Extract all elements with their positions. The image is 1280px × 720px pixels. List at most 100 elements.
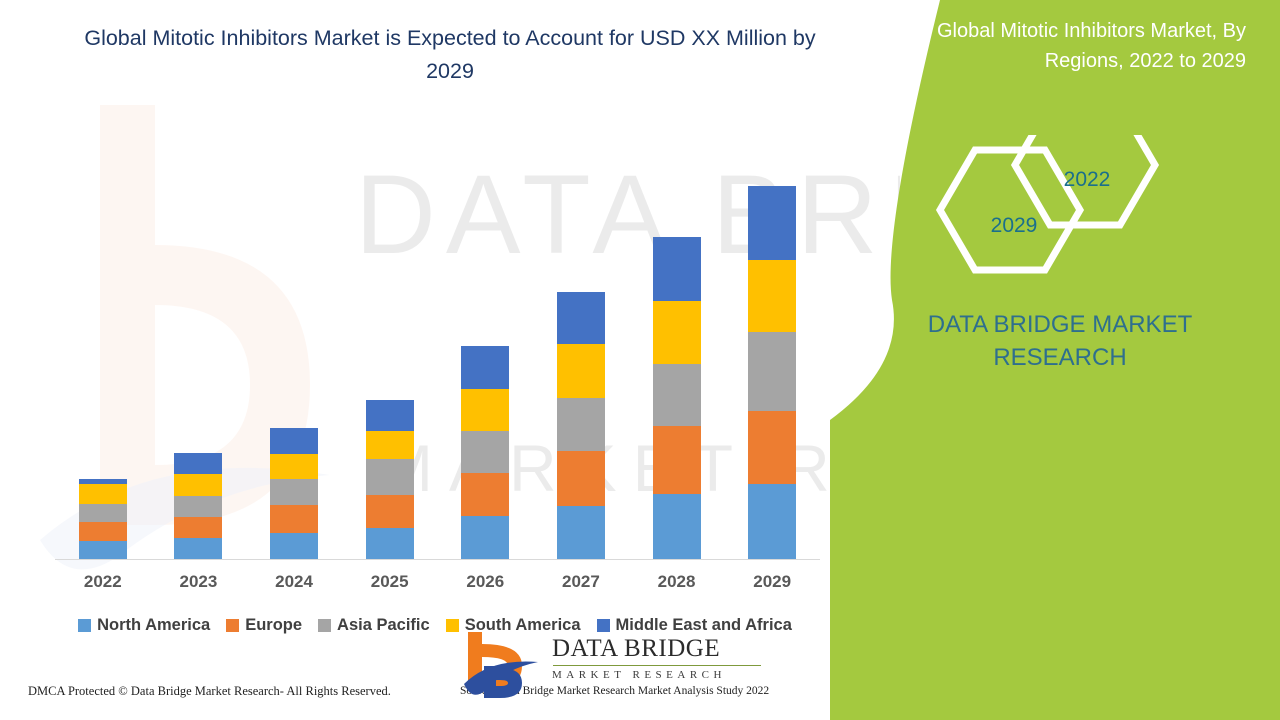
x-axis-line bbox=[55, 559, 820, 560]
legend-swatch-icon bbox=[596, 619, 610, 632]
stacked-bar[interactable] bbox=[78, 479, 127, 559]
bar-segment-north-america[interactable] bbox=[270, 533, 319, 559]
bar-column-2022 bbox=[55, 479, 150, 559]
bar-segment-asia-pacific[interactable] bbox=[270, 479, 319, 505]
stacked-bar[interactable] bbox=[748, 186, 797, 559]
chart-panel: DATA BRIDGE MARKET RESEARCH Global Mitot… bbox=[28, 26, 900, 698]
copyright-text: DMCA Protected © Data Bridge Market Rese… bbox=[28, 684, 391, 698]
legend-item-europe[interactable]: Europe bbox=[226, 616, 302, 635]
brand-panel-title: Global Mitotic Inhibitors Market, By Reg… bbox=[937, 20, 1246, 72]
bar-segment-asia-pacific[interactable] bbox=[652, 364, 701, 426]
bar-segment-middle-east-and-africa[interactable] bbox=[556, 292, 605, 344]
bar-segment-europe[interactable] bbox=[461, 473, 510, 516]
logo-divider bbox=[553, 665, 761, 666]
bar-segment-europe[interactable] bbox=[78, 522, 127, 541]
stacked-bar[interactable] bbox=[174, 453, 223, 559]
legend-swatch-icon bbox=[226, 619, 240, 632]
bar-column-2027 bbox=[533, 292, 628, 559]
bar-segment-europe[interactable] bbox=[365, 495, 414, 528]
bar-segment-asia-pacific[interactable] bbox=[461, 431, 510, 473]
legend-item-south-america[interactable]: South America bbox=[445, 616, 581, 635]
bar-segment-middle-east-and-africa[interactable] bbox=[174, 453, 223, 474]
legend-label: Europe bbox=[245, 616, 303, 634]
company-logo: DATA BRIDGE MARKET RESEARCH bbox=[460, 628, 790, 702]
logo-mark-icon bbox=[464, 632, 538, 698]
legend-label: South America bbox=[464, 616, 581, 634]
bar-segment-asia-pacific[interactable] bbox=[174, 496, 223, 517]
legend-swatch-icon bbox=[78, 619, 92, 632]
legend-label: North America bbox=[97, 616, 211, 634]
bar-segment-asia-pacific[interactable] bbox=[748, 332, 797, 411]
bar-segment-north-america[interactable] bbox=[556, 506, 605, 559]
bar-segment-europe[interactable] bbox=[270, 505, 319, 533]
hexagon-2022-label: 2022 bbox=[1063, 168, 1111, 191]
chart-title: Global Mitotic Inhibitors Market is Expe… bbox=[84, 26, 816, 83]
legend-label: Middle East and Africa bbox=[615, 616, 792, 634]
bar-segment-south-america[interactable] bbox=[78, 484, 127, 504]
stacked-bar[interactable] bbox=[365, 400, 414, 559]
bar-segment-south-america[interactable] bbox=[556, 344, 605, 398]
stacked-bar[interactable] bbox=[652, 237, 701, 559]
bar-segment-middle-east-and-africa[interactable] bbox=[652, 237, 701, 301]
logo-title: DATA BRIDGE bbox=[552, 635, 721, 662]
x-axis-label-2028: 2028 bbox=[657, 572, 696, 591]
bar-segment-middle-east-and-africa[interactable] bbox=[78, 479, 127, 484]
legend-label: Asia Pacific bbox=[337, 616, 430, 634]
legend-item-middle-east-and-africa[interactable]: Middle East and Africa bbox=[596, 616, 792, 635]
bar-segment-north-america[interactable] bbox=[748, 484, 797, 559]
bar-segment-asia-pacific[interactable] bbox=[556, 398, 605, 451]
bar-segment-south-america[interactable] bbox=[365, 431, 414, 459]
bar-segment-south-america[interactable] bbox=[270, 454, 319, 479]
bar-segment-north-america[interactable] bbox=[78, 541, 127, 559]
bar-segment-north-america[interactable] bbox=[365, 528, 414, 559]
bar-segment-europe[interactable] bbox=[174, 517, 223, 538]
stacked-bar[interactable] bbox=[461, 346, 510, 559]
x-axis-label-2024: 2024 bbox=[275, 572, 313, 591]
bar-segment-south-america[interactable] bbox=[174, 474, 223, 496]
bar-segment-europe[interactable] bbox=[652, 426, 701, 494]
brand-name-line1: DATA BRIDGE MARKET bbox=[927, 311, 1193, 338]
bar-segment-south-america[interactable] bbox=[461, 389, 510, 431]
legend-swatch-icon bbox=[445, 619, 459, 632]
bar-column-2028 bbox=[629, 237, 724, 559]
bar-segment-middle-east-and-africa[interactable] bbox=[748, 186, 797, 260]
hexagon-2029-label: 2029 bbox=[990, 214, 1038, 237]
bar-column-2026 bbox=[438, 346, 533, 559]
bar-column-2025 bbox=[342, 400, 437, 559]
bar-segment-south-america[interactable] bbox=[652, 301, 701, 364]
hexagon-badges: 2022 2029 bbox=[830, 101, 1280, 295]
bar-column-2029 bbox=[725, 186, 820, 559]
bar-segment-middle-east-and-africa[interactable] bbox=[461, 346, 510, 389]
chart-legend: North America Europe Asia Pacific South Ame… bbox=[40, 616, 830, 635]
logo-wordmark: DATA BRIDGE MARKET RESEARCH bbox=[552, 634, 792, 683]
source-text: Source: Data Bridge Market Research Mark… bbox=[460, 685, 770, 697]
x-axis-label-2029: 2029 bbox=[753, 572, 792, 591]
bar-segment-south-america[interactable] bbox=[748, 260, 797, 332]
bar-segment-europe[interactable] bbox=[556, 451, 605, 506]
x-axis-label-2023: 2023 bbox=[179, 572, 218, 591]
bar-segment-asia-pacific[interactable] bbox=[78, 504, 127, 522]
bar-segment-asia-pacific[interactable] bbox=[365, 459, 414, 495]
brand-panel: Global Mitotic Inhibitors Market, By Reg… bbox=[830, 0, 1280, 720]
bar-segment-middle-east-and-africa[interactable] bbox=[365, 400, 414, 431]
stacked-bar[interactable] bbox=[270, 428, 319, 559]
bar-column-2024 bbox=[247, 428, 342, 559]
x-axis-label-2022: 2022 bbox=[83, 572, 122, 591]
x-axis-labels: 2022 2023 2024 2025 2026 2027 2028 2029 bbox=[55, 572, 820, 592]
plot-area bbox=[55, 160, 820, 560]
logo-subtitle: MARKET RESEARCH bbox=[552, 669, 726, 681]
bar-group bbox=[55, 160, 820, 559]
bar-segment-north-america[interactable] bbox=[461, 516, 510, 559]
stacked-bar[interactable] bbox=[556, 292, 605, 559]
legend-item-asia-pacific[interactable]: Asia Pacific bbox=[318, 616, 430, 635]
bar-segment-europe[interactable] bbox=[748, 411, 797, 484]
bar-segment-middle-east-and-africa[interactable] bbox=[270, 428, 319, 454]
x-axis-label-2027: 2027 bbox=[562, 572, 600, 591]
legend-item-north-america[interactable]: North America bbox=[78, 616, 210, 635]
brand-name: DATA BRIDGE MARKET RESEARCH bbox=[860, 308, 1260, 374]
bar-segment-north-america[interactable] bbox=[652, 494, 701, 559]
bar-segment-north-america[interactable] bbox=[174, 538, 223, 559]
legend-swatch-icon bbox=[318, 619, 332, 632]
x-axis-label-2025: 2025 bbox=[370, 572, 409, 591]
